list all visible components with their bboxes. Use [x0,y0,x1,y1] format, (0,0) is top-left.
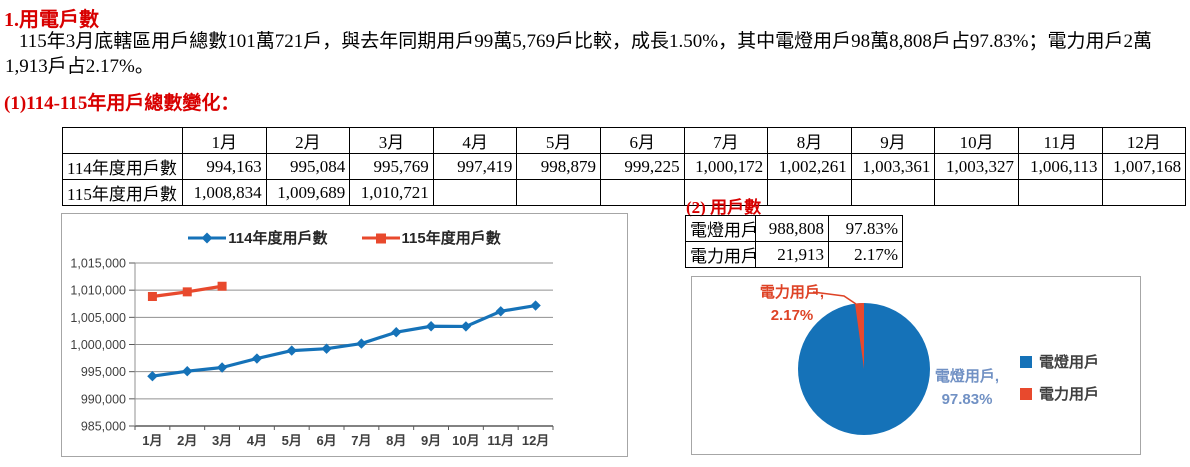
percent-cell: 2.17% [828,241,903,268]
value-cell [850,179,936,206]
month-header-cell: 2月 [265,127,351,154]
percent-cell: 97.83% [828,215,903,242]
svg-text:1月: 1月 [142,433,162,448]
svg-text:7月: 7月 [351,433,371,448]
value-cell: 1,000,172 [683,153,769,180]
value-cell: 998,879 [516,153,601,180]
value-cell: 1,006,113 [1017,153,1103,180]
value-cell [516,179,601,206]
value-cell: 1,003,361 [850,153,936,180]
pie-legend-label-light: 電燈用戶 [1039,354,1100,371]
section2-heading: (2) 用戶數 [686,198,762,217]
svg-text:4月: 4月 [247,433,267,448]
pie-label-light-name: 電燈用戶, [934,368,1000,385]
value-cell [767,179,852,206]
value-cell: 995,769 [349,153,434,180]
month-header-cell: 7月 [683,127,769,154]
month-header-cell: 9月 [850,127,936,154]
svg-text:12月: 12月 [522,433,549,448]
svg-text:1,005,000: 1,005,000 [70,311,126,325]
count-cell: 988,808 [755,215,829,242]
pie-legend-item-power: 電力用戶 [1020,383,1099,404]
month-header-cell: 3月 [349,127,434,154]
svg-text:8月: 8月 [386,433,406,448]
value-cell [1101,179,1187,206]
svg-text:6月: 6月 [316,433,336,448]
value-cell [432,179,518,206]
value-cell: 1,002,261 [767,153,852,180]
value-cell: 994,163 [182,153,267,180]
value-cell [683,179,769,206]
series-114-line-marker-icon [188,232,227,243]
svg-text:1,010,000: 1,010,000 [70,284,126,298]
svg-text:10月: 10月 [452,433,479,448]
summary-paragraph: 115年3月底轄區用戶總數101萬721戶，與去年同期用戶99萬5,769戶比較… [5,31,1152,77]
line-chart-plot: 985,000 990,000 995,000 1,000,000 1,005,000 1… [70,257,554,448]
svg-text:11月: 11月 [487,433,514,448]
svg-text:985,000: 985,000 [81,420,126,434]
monthly-users-table: 1月 2月 3月 4月 5月 6月 7月 8月 9月 10月 11月 12月 114年度用戶數 994,1… [62,127,1187,206]
table-row: 115年度用戶數 1,008,834 1,009,689 1,010,721 [62,179,1187,206]
table-row: 114年度用戶數 994,163 995,084 995,769 997,419 998,… [62,153,1187,180]
user-type-table: 電燈用戶 988,808 97.83% 電力用戶 21,913 2.17% [685,215,903,268]
month-header-cell: 5月 [516,127,601,154]
svg-text:5月: 5月 [282,433,302,448]
legend-label-114: 114年度用戶數 [228,230,328,247]
pie-label-power-users: 電力用戶, 2.17% [737,281,847,327]
row-label: 114年度用戶數 [62,153,183,180]
svg-text:1,015,000: 1,015,000 [70,257,126,271]
pie-chart: 電力用戶, 2.17% 電燈用戶, 97.83% 電燈用戶 電力用戶 [691,276,1141,455]
value-cell: 997,419 [432,153,518,180]
value-cell: 1,007,168 [1101,153,1187,180]
month-header-cell: 4月 [432,127,518,154]
svg-text:990,000: 990,000 [81,392,126,406]
pie-chart-legend: 電燈用戶 電力用戶 [1020,351,1099,415]
table-row: 電燈用戶 988,808 97.83% [685,215,903,242]
page-title: 1.用電戶數 [4,9,99,31]
value-cell: 1,009,689 [265,179,351,206]
legend-label-115: 115年度用戶數 [401,230,501,247]
pie-legend-label-power: 電力用戶 [1039,386,1100,403]
svg-text:995,000: 995,000 [81,365,126,379]
series-115-line-marker-icon [361,233,400,243]
month-header-cell: 11月 [1017,127,1103,154]
value-cell: 999,225 [599,153,685,180]
month-header-cell: 6月 [599,127,685,154]
line-chart: 985,000 990,000 995,000 1,000,000 1,005,000 1… [61,213,628,457]
power-users-swatch-icon [1020,387,1032,400]
row-label: 電燈用戶 [685,215,756,242]
month-header-cell: 12月 [1101,127,1187,154]
row-label: 115年度用戶數 [62,179,183,206]
line-chart-legend: 114年度用戶數 115年度用戶數 [62,227,627,248]
row-label: 電力用戶 [685,241,756,268]
month-header-cell: 8月 [767,127,852,154]
svg-text:1,000,000: 1,000,000 [70,338,126,352]
table-row: 電力用戶 21,913 2.17% [685,241,903,268]
pie-label-light-users: 電燈用戶, 97.83% [912,365,1022,411]
pie-label-light-percent: 97.83% [941,391,993,408]
pie-label-power-percent: 2.17% [770,307,814,324]
value-cell [1017,179,1103,206]
section1-heading: (1)114-115年用戶總數變化： [4,93,240,114]
pie-legend-item-light: 電燈用戶 [1020,351,1099,372]
value-cell: 1,003,327 [934,153,1019,180]
light-users-swatch-icon [1020,355,1032,368]
month-header-cell: 10月 [934,127,1019,154]
value-cell: 1,010,721 [349,179,434,206]
pie-chart-plot [798,291,930,435]
corner-cell [62,127,183,154]
value-cell: 995,084 [265,153,351,180]
legend-item-114: 114年度用戶數 [188,227,328,248]
value-cell: 1,008,834 [182,179,267,206]
svg-text:2月: 2月 [177,433,197,448]
pie-label-power-name: 電力用戶, [759,284,825,301]
month-header-cell: 1月 [182,127,267,154]
value-cell [599,179,685,206]
svg-text:9月: 9月 [421,433,441,448]
count-cell: 21,913 [755,241,829,268]
svg-text:3月: 3月 [212,433,232,448]
value-cell [934,179,1019,206]
legend-item-115: 115年度用戶數 [361,227,501,248]
